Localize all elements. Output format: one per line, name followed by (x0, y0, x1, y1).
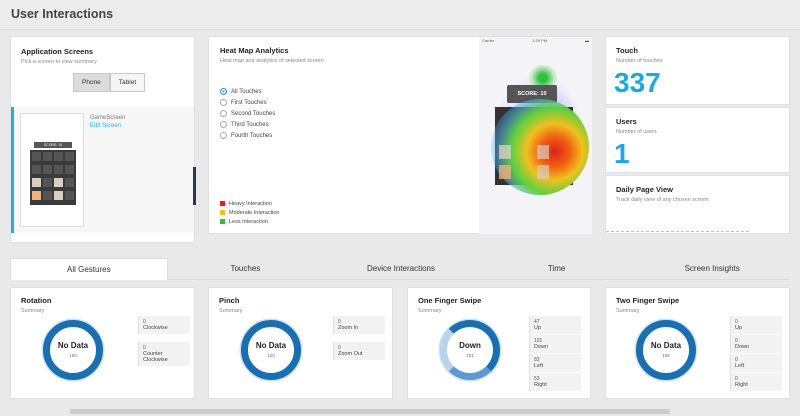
users-card: Users Number of users 1 (605, 107, 790, 173)
pinch-card: Pinch Summary No Data 120 0 Zoom In 0 Zoom … (208, 287, 393, 399)
one-finger-swipe-card: One Finger Swipe Summary Down 101 47 Up 10… (407, 287, 591, 399)
touch-card: Touch Number of touches 337 (605, 36, 790, 105)
heatmap-card: Heat Map Analytics Heat map and analytic… (208, 36, 592, 234)
legend-less: Less Interaction (220, 217, 279, 226)
users-subtitle: Number of users (616, 129, 657, 135)
pinch-stat-zoom-in: 0 Zoom In (333, 316, 385, 334)
page-title: User Interactions (11, 7, 114, 21)
one-finger-stat-left: 83 Left (529, 354, 581, 372)
tab-screen-insights[interactable]: Screen Insights (634, 258, 790, 280)
users-title: Users (616, 117, 637, 126)
thumbnail-score: SCORE: 10 (34, 142, 72, 148)
one-finger-title: One Finger Swipe (418, 296, 482, 305)
app-screens-subtitle: Pick a screen to view summary (21, 59, 97, 65)
filter-second-touches[interactable]: Second Touches (220, 108, 275, 119)
two-finger-swipe-card: Two Finger Swipe Summary No Data 100 0 Up … (605, 287, 790, 399)
heatmap-subtitle: Heat map and analytics of selected scree… (220, 58, 324, 64)
filter-all-touches[interactable]: All Touches (220, 86, 275, 97)
rotation-title: Rotation (21, 296, 52, 305)
rotation-donut: No Data 100 (43, 320, 103, 380)
two-finger-title: Two Finger Swipe (616, 296, 680, 305)
touch-count: 337 (614, 67, 661, 98)
daily-subtitle: Track daily view of any chosen screen (616, 197, 709, 203)
pinch-stat-zoom-out: 0 Zoom Out (333, 342, 385, 360)
heatmap-preview: Carrier 1:29 PM ▬ SCORE: 10 (479, 37, 592, 234)
legend-heavy: Heavy Interaction (220, 199, 279, 208)
screen-thumbnail: SCORE: 10 (20, 113, 84, 227)
touch-filter-group: All Touches First Touches Second Touches… (220, 86, 275, 141)
touch-title: Touch (616, 46, 638, 55)
tab-device-interactions[interactable]: Device Interactions (323, 258, 479, 280)
one-finger-donut: Down 101 (440, 320, 500, 380)
screen-name: GameScreen (90, 115, 126, 121)
filter-fourth-touches[interactable]: Fourth Touches (220, 130, 275, 141)
app-screens-title: Application Screens (21, 47, 94, 56)
filter-third-touches[interactable]: Third Touches (220, 119, 275, 130)
pinch-donut: No Data 120 (241, 320, 301, 380)
heatmap-legend: Heavy Interaction Moderate Interaction L… (220, 199, 279, 226)
list-scrollbar[interactable] (193, 167, 196, 205)
phone-status-bar: Carrier 1:29 PM ▬ (482, 38, 589, 43)
users-count: 1 (614, 138, 630, 169)
touch-subtitle: Number of touches (616, 58, 663, 64)
two-finger-stat-right: 0 Right (730, 373, 782, 391)
rotation-stat-counter-clockwise: 0 Counter Clockwise (138, 342, 190, 366)
tablet-toggle-button[interactable]: Tablet (109, 73, 146, 92)
radio-icon (220, 110, 227, 117)
screen-list-item[interactable]: SCORE: 10 GameScreen Edit Screen (11, 107, 196, 233)
one-finger-stat-right: 53 Right (529, 373, 581, 391)
two-finger-donut: No Data 100 (636, 320, 696, 380)
one-finger-stat-down: 101 Down (529, 335, 581, 353)
title-bar: User Interactions (0, 0, 800, 30)
one-finger-subtitle: Summary (418, 308, 442, 314)
two-finger-stat-down: 0 Down (730, 335, 782, 353)
tab-touches[interactable]: Touches (167, 258, 324, 280)
pinch-subtitle: Summary (219, 308, 243, 314)
legend-moderate: Moderate Interaction (220, 208, 279, 217)
rotation-card: Rotation Summary No Data 100 0 Clockwise 0… (10, 287, 195, 399)
two-finger-stat-left: 0 Left (730, 354, 782, 372)
radio-icon (220, 88, 227, 95)
radio-icon (220, 99, 227, 106)
daily-page-view-card: Daily Page View Track daily view of any … (605, 175, 790, 234)
tab-time[interactable]: Time (478, 258, 635, 280)
bottom-scrollbar[interactable] (70, 409, 670, 414)
device-toggle: Phone Tablet (73, 73, 146, 92)
daily-chart-line (606, 231, 749, 232)
one-finger-stat-up: 47 Up (529, 316, 581, 334)
pinch-title: Pinch (219, 296, 240, 305)
rotation-subtitle: Summary (21, 308, 45, 314)
application-screens-card: Application Screens Pick a screen to vie… (10, 36, 196, 243)
filter-first-touches[interactable]: First Touches (220, 97, 275, 108)
heatmap-score: SCORE: 10 (507, 85, 557, 103)
radio-icon (220, 121, 227, 128)
rotation-stat-clockwise: 0 Clockwise (138, 316, 190, 334)
heatmap-title: Heat Map Analytics (220, 46, 289, 55)
tab-all-gestures[interactable]: All Gestures (10, 258, 168, 280)
radio-icon (220, 132, 227, 139)
phone-toggle-button[interactable]: Phone (73, 73, 110, 92)
edit-screen-link[interactable]: Edit Screen (90, 123, 122, 129)
two-finger-stat-up: 0 Up (730, 316, 782, 334)
daily-title: Daily Page View (616, 185, 673, 194)
two-finger-subtitle: Summary (616, 308, 640, 314)
gesture-tabs: All Gestures Touches Device Interactions… (10, 258, 790, 280)
thumbnail-board (30, 150, 76, 205)
